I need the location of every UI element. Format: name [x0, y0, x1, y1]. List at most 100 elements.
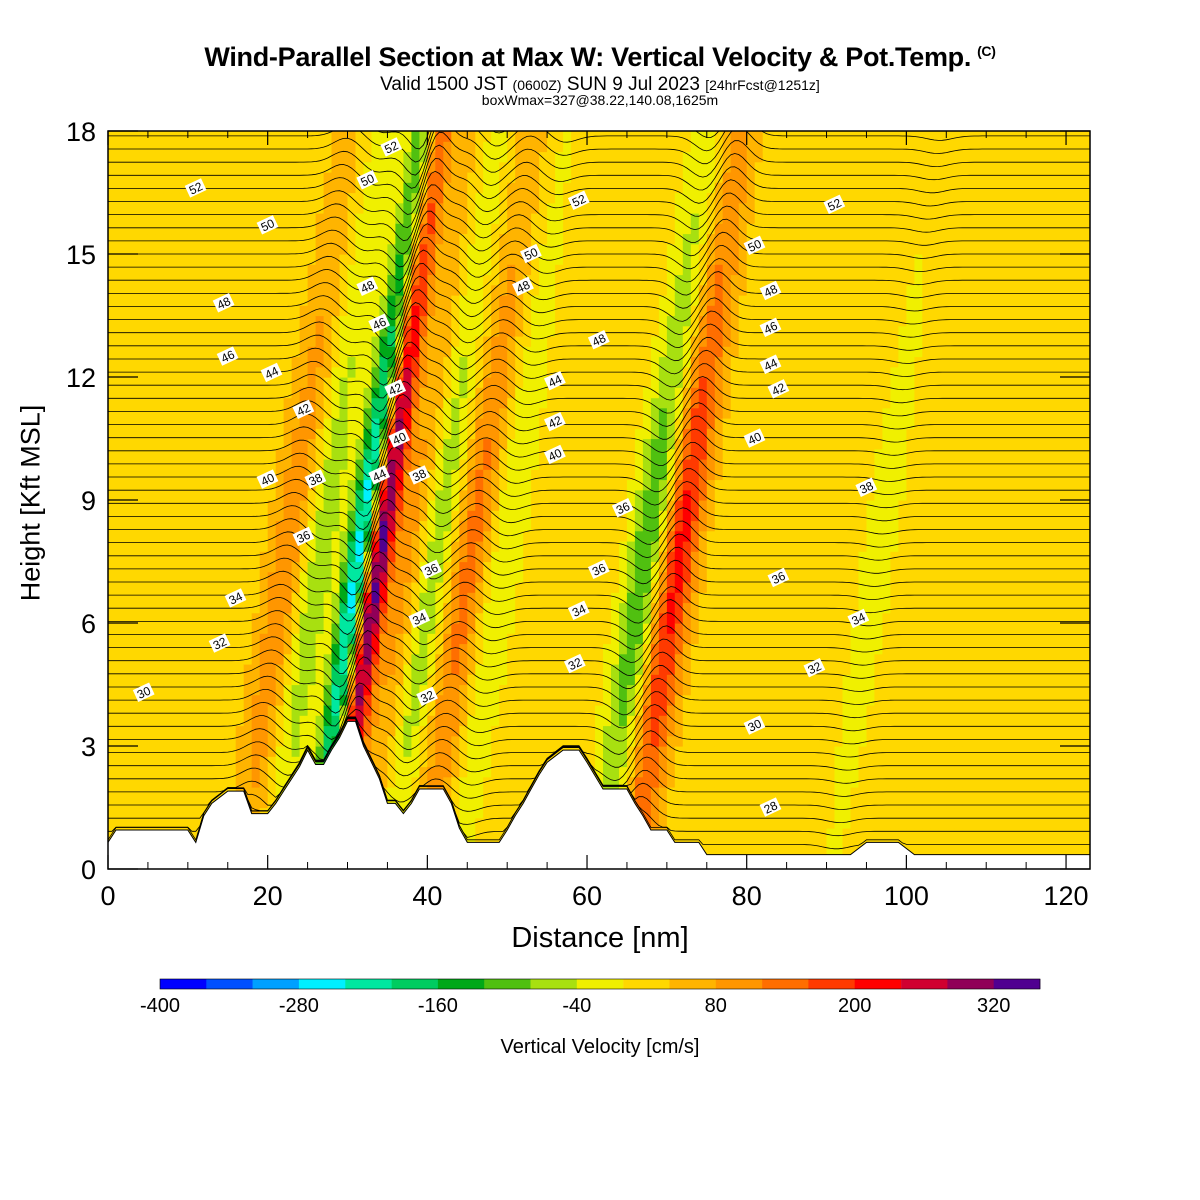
w-cell	[355, 448, 365, 460]
w-cell	[307, 653, 317, 665]
w-cell	[147, 131, 157, 142]
w-cell	[363, 377, 373, 388]
w-cell	[259, 213, 269, 224]
w-cell	[291, 489, 301, 501]
w-cell	[443, 418, 452, 429]
w-cell	[203, 797, 213, 809]
w-cell	[323, 530, 333, 542]
w-cell	[116, 807, 125, 819]
w-cell	[595, 233, 604, 245]
w-cell	[634, 243, 644, 255]
w-cell	[179, 489, 189, 501]
w-cell	[451, 766, 460, 778]
w-cell	[579, 705, 588, 716]
w-cell	[195, 715, 205, 727]
w-cell	[619, 387, 628, 399]
w-cell	[315, 172, 325, 183]
w-cell	[379, 172, 388, 183]
w-cell	[539, 489, 548, 501]
w-cell	[155, 131, 165, 142]
w-cell	[251, 500, 261, 511]
w-cell	[515, 315, 524, 327]
w-cell	[315, 407, 325, 419]
w-cell	[211, 438, 221, 450]
w-cell	[475, 530, 484, 542]
w-cell	[595, 530, 604, 542]
w-cell	[147, 500, 157, 511]
w-cell	[475, 274, 484, 286]
w-cell	[387, 735, 396, 747]
w-cell	[451, 551, 460, 563]
w-cell	[411, 325, 420, 337]
w-cell	[307, 735, 317, 747]
w-cell	[579, 387, 588, 399]
w-cell	[259, 356, 269, 368]
w-cell	[435, 254, 444, 265]
w-cell	[642, 192, 652, 204]
w-cell	[108, 479, 117, 491]
w-cell	[523, 674, 532, 686]
w-cell	[163, 213, 173, 224]
w-cell	[211, 530, 221, 542]
w-cell	[163, 469, 173, 481]
w-cell	[507, 623, 516, 634]
w-cell	[363, 182, 373, 194]
w-cell	[187, 438, 197, 450]
w-cell	[451, 459, 460, 470]
w-cell	[315, 715, 325, 727]
w-cell	[523, 541, 532, 552]
w-cell	[179, 582, 189, 593]
w-cell	[187, 674, 197, 686]
w-cell	[459, 387, 468, 399]
w-cell	[650, 746, 660, 757]
w-cell	[603, 694, 612, 706]
w-cell	[259, 797, 269, 809]
w-cell	[163, 520, 173, 532]
w-cell	[155, 438, 165, 450]
w-cell	[547, 428, 556, 440]
w-cell	[403, 172, 412, 183]
w-cell	[634, 479, 644, 491]
w-cell	[579, 336, 588, 347]
w-cell	[283, 397, 293, 409]
w-cell	[626, 520, 636, 532]
w-cell	[259, 428, 269, 440]
w-cell	[315, 387, 325, 399]
w-cell	[387, 131, 396, 142]
w-cell	[642, 684, 652, 696]
w-cell	[363, 366, 373, 378]
w-cell	[331, 612, 341, 624]
w-cell	[379, 397, 388, 409]
w-cell	[259, 746, 269, 757]
w-cell	[611, 479, 620, 491]
w-cell	[307, 274, 317, 286]
w-cell	[339, 254, 349, 265]
w-cell	[323, 582, 333, 593]
w-cell	[132, 243, 141, 255]
w-cell	[339, 459, 349, 470]
w-cell	[187, 500, 197, 511]
w-cell	[603, 592, 612, 604]
w-cell	[419, 387, 428, 399]
w-cell	[435, 172, 444, 183]
w-cell	[155, 489, 165, 501]
w-cell	[658, 807, 668, 819]
w-cell	[116, 541, 125, 552]
w-cell	[187, 735, 197, 747]
w-cell	[435, 684, 444, 696]
w-cell	[523, 336, 532, 347]
w-cell	[419, 161, 428, 173]
w-cell	[395, 530, 404, 542]
w-cell	[507, 366, 516, 378]
w-cell	[634, 500, 644, 511]
w-cell	[275, 623, 285, 634]
w-cell	[619, 623, 628, 634]
w-cell	[587, 254, 596, 265]
w-cell	[563, 377, 572, 388]
w-cell	[379, 264, 388, 276]
w-cell	[387, 653, 396, 665]
w-cell	[116, 705, 125, 716]
w-cell	[243, 725, 253, 737]
w-cell	[531, 284, 540, 296]
w-cell	[411, 571, 420, 583]
